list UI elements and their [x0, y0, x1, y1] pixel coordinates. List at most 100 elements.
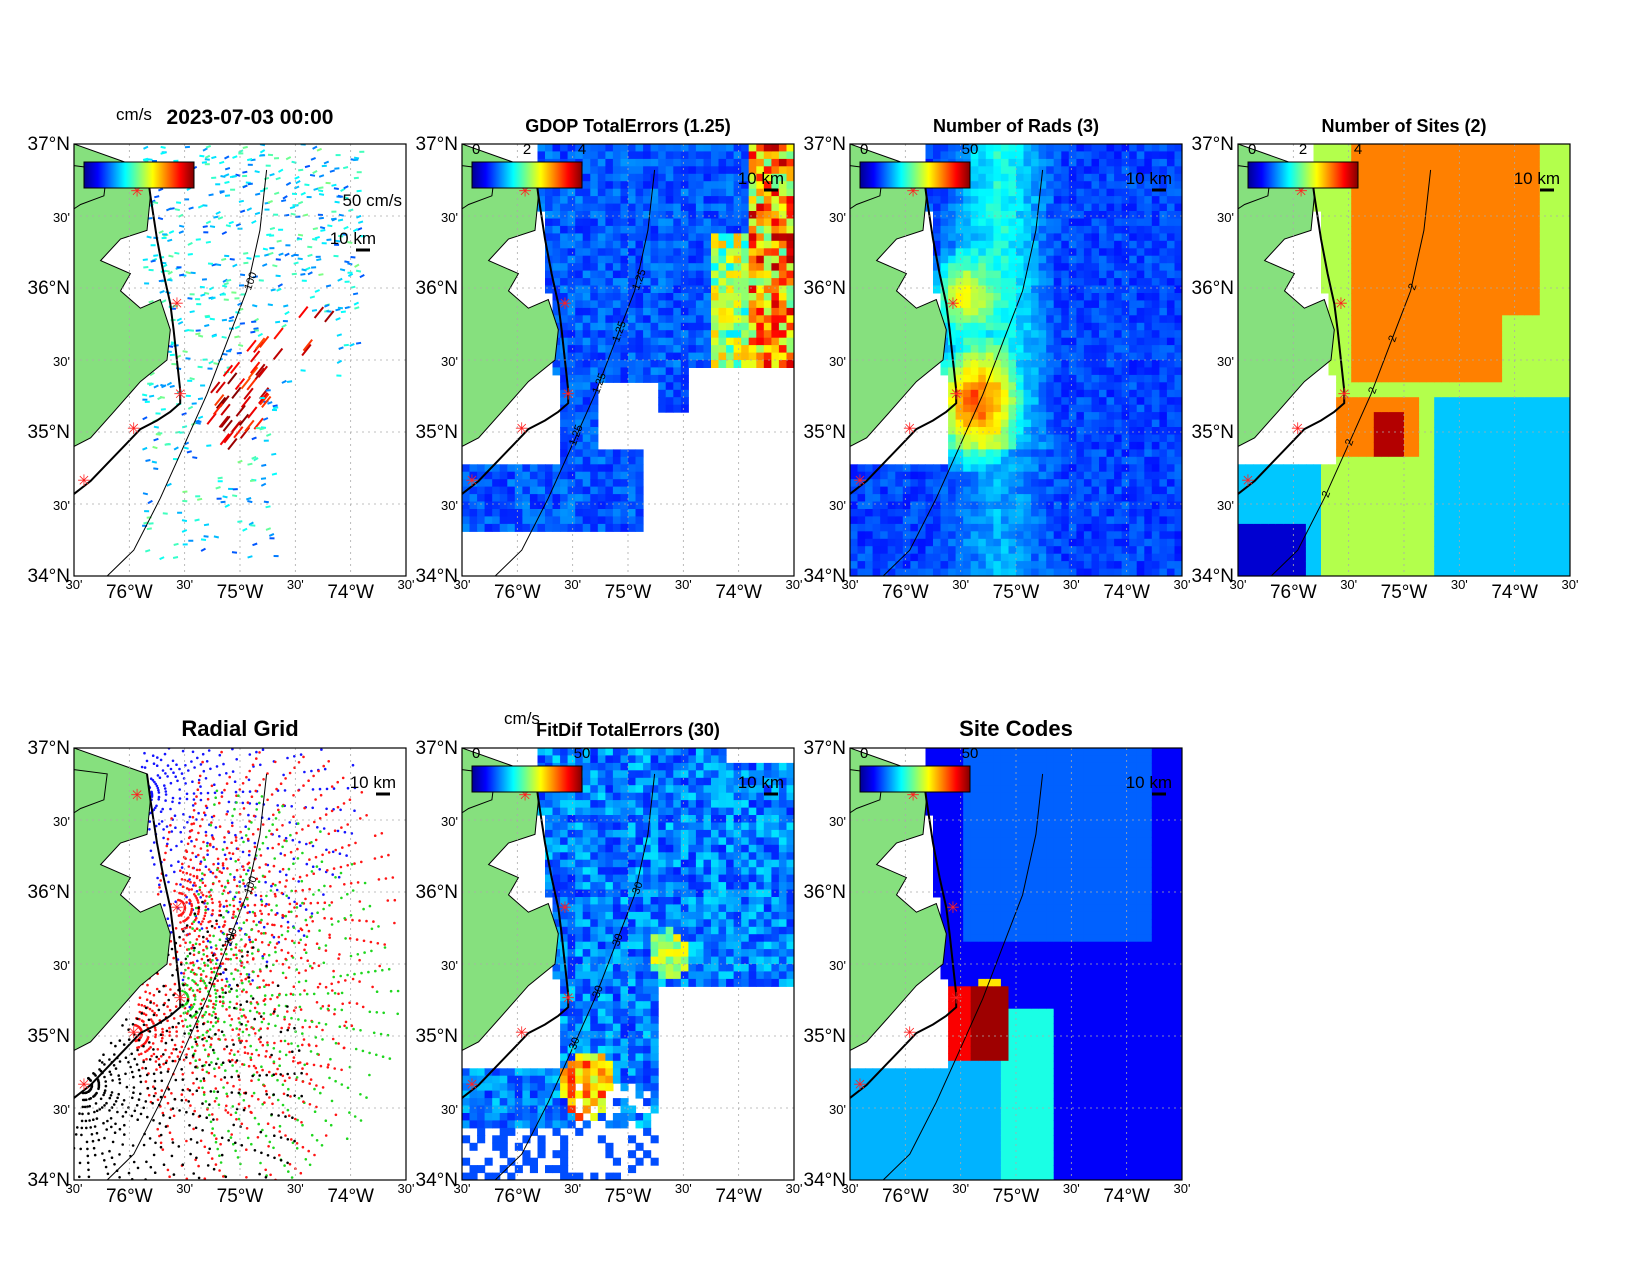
- field-cell: [1351, 412, 1360, 421]
- field-cell: [1068, 345, 1077, 354]
- field-cell: [1068, 523, 1077, 532]
- field-cell: [1114, 345, 1123, 354]
- field-cell: [1121, 568, 1130, 576]
- field-cell: [1031, 315, 1040, 324]
- field-cell: [643, 352, 652, 361]
- current-vector: [284, 310, 290, 316]
- field-cell: [1373, 322, 1382, 331]
- field-cell: [1046, 568, 1055, 576]
- field-cell: [1099, 151, 1108, 160]
- field-cell: [628, 322, 637, 331]
- field-cell: [1358, 263, 1367, 272]
- field-cell: [1016, 240, 1025, 249]
- current-vector: [178, 224, 185, 228]
- field-cell: [933, 479, 942, 488]
- field-cell: [970, 322, 979, 331]
- field-cell: [880, 546, 889, 555]
- field-cell: [650, 233, 659, 242]
- field-cell: [778, 300, 787, 309]
- field-cell: [650, 173, 659, 182]
- field-cell: [1068, 166, 1077, 175]
- field-cell: [1106, 486, 1115, 495]
- field-cell: [1114, 248, 1123, 257]
- field-cell: [726, 181, 735, 190]
- coastline: [462, 169, 570, 495]
- field-cell: [1129, 158, 1138, 167]
- field-cell: [567, 456, 576, 465]
- field-cell: [552, 516, 561, 525]
- field-cell: [590, 322, 599, 331]
- field-cell: [1328, 225, 1337, 234]
- field-cell: [658, 293, 667, 301]
- field-cell: [1174, 337, 1182, 346]
- field-cell: [575, 382, 584, 391]
- field-cell: [733, 196, 742, 205]
- field-cell: [1373, 553, 1382, 562]
- field-cell: [1351, 486, 1360, 495]
- field-cell: [1023, 270, 1032, 279]
- field-cell: [1373, 479, 1382, 488]
- field-cell: [778, 270, 787, 279]
- field-cell: [1159, 225, 1168, 234]
- field-cell: [1388, 144, 1397, 152]
- field-cell: [850, 546, 859, 555]
- field-cell: [1016, 538, 1025, 547]
- field-cell: [1268, 538, 1277, 547]
- field-cell: [635, 196, 644, 205]
- field-cell: [1358, 285, 1367, 294]
- field-cell: [748, 211, 757, 219]
- field-cell: [1373, 255, 1382, 264]
- field-cell: [537, 479, 546, 488]
- field-cell: [605, 233, 614, 242]
- field-cell: [726, 211, 735, 219]
- field-cell: [612, 486, 621, 495]
- field-cell: [605, 374, 614, 383]
- field-cell: [1121, 263, 1130, 272]
- field-cell: [1411, 240, 1420, 249]
- current-vector: [242, 145, 248, 149]
- field-cell: [1053, 434, 1062, 443]
- current-vector: [230, 421, 241, 434]
- field-cell: [507, 523, 516, 532]
- current-vector: [254, 211, 261, 216]
- field-cell: [1174, 449, 1182, 458]
- field-cell: [695, 225, 704, 234]
- field-cell: [1061, 516, 1070, 525]
- current-vector: [219, 433, 230, 446]
- field-cell: [1343, 367, 1352, 376]
- field-cell: [1068, 479, 1077, 488]
- field-cell: [1411, 144, 1420, 152]
- field-cell: [582, 151, 591, 160]
- field-cell: [1121, 240, 1130, 249]
- field-cell: [1268, 509, 1277, 517]
- current-vector: [235, 222, 242, 227]
- field-cell: [590, 479, 599, 488]
- field-cell: [955, 486, 964, 495]
- field-cell: [545, 211, 554, 219]
- field-cell: [1283, 546, 1292, 555]
- current-vector: [229, 258, 235, 261]
- radar-site-marker: ✳: [562, 387, 575, 404]
- current-vector: [257, 332, 263, 337]
- field-cell: [1099, 441, 1108, 450]
- field-cell: [1351, 494, 1360, 503]
- field-cell: [978, 360, 987, 368]
- lon-tick-label: 30': [398, 577, 415, 592]
- field-cell: [1411, 203, 1420, 212]
- field-cell: [880, 568, 889, 576]
- field-cell: [545, 248, 554, 257]
- field-cell: [917, 531, 926, 540]
- field-cell: [605, 501, 614, 510]
- field-cell: [778, 211, 787, 219]
- field-cell: [1238, 471, 1247, 480]
- field-cell: [612, 278, 621, 287]
- field-cell: [1129, 196, 1138, 205]
- field-cell: [1366, 471, 1375, 480]
- field-cell: [763, 173, 772, 182]
- field-cell: [756, 360, 765, 368]
- field-cell: [1053, 441, 1062, 450]
- field-cell: [1076, 389, 1085, 398]
- field-cell: [1396, 270, 1405, 279]
- field-cell: [778, 255, 787, 264]
- field-cell: [1000, 546, 1009, 555]
